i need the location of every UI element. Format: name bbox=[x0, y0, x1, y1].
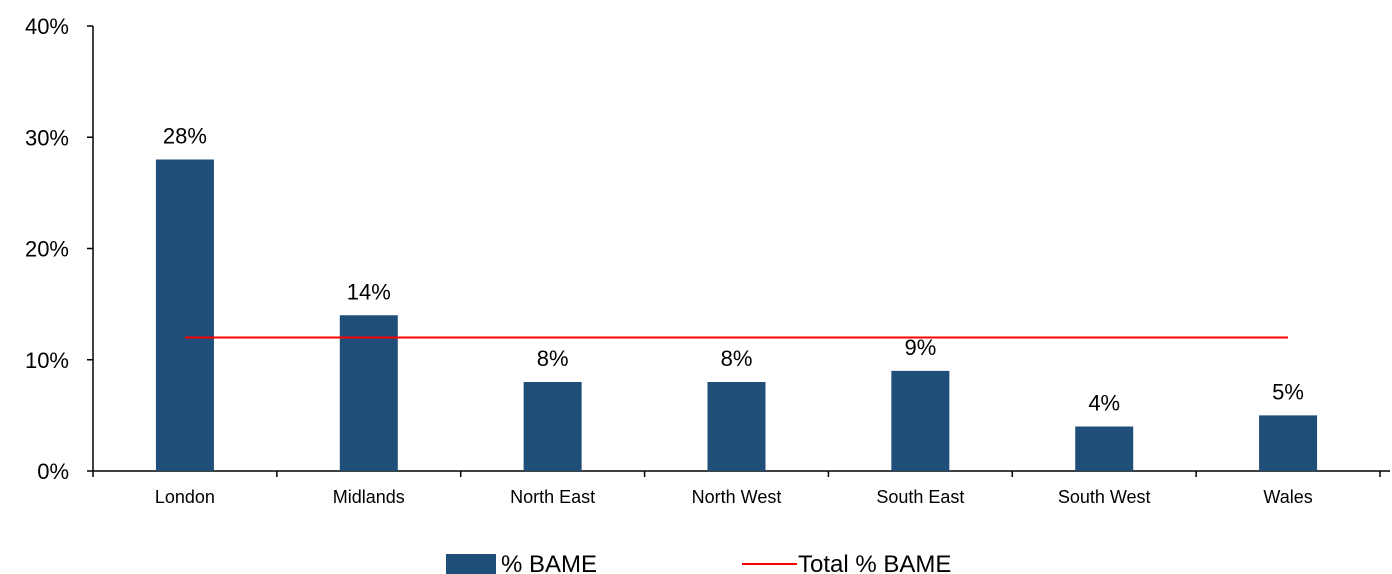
data-label: 8% bbox=[537, 346, 569, 371]
data-label: 4% bbox=[1088, 391, 1120, 416]
legend-label-bame: % BAME bbox=[501, 551, 597, 574]
y-tick-label: 10% bbox=[25, 348, 69, 373]
y-tick-label: 30% bbox=[25, 125, 69, 150]
x-tick-label: South West bbox=[1058, 487, 1151, 507]
x-tick-label: North West bbox=[692, 487, 782, 507]
x-tick-label: London bbox=[155, 487, 215, 507]
data-labels: 28% 14% 8% 8% 9% 4% 5% bbox=[163, 124, 1304, 416]
x-tick-label: North East bbox=[510, 487, 595, 507]
y-tick-label: 20% bbox=[25, 237, 69, 262]
bar bbox=[523, 382, 582, 471]
y-tick-label: 40% bbox=[25, 14, 69, 39]
data-label: 28% bbox=[163, 124, 207, 149]
x-tick-label: Midlands bbox=[333, 487, 405, 507]
data-label: 8% bbox=[721, 346, 753, 371]
bar bbox=[891, 370, 950, 471]
bar bbox=[339, 315, 398, 471]
legend-swatch-bame bbox=[446, 554, 496, 574]
legend: % BAME Total % BAME bbox=[446, 551, 951, 574]
bar bbox=[707, 382, 766, 471]
data-label: 14% bbox=[347, 279, 391, 304]
x-axis: London Midlands North East North West South … bbox=[92, 470, 1390, 507]
x-tick-label: Wales bbox=[1263, 487, 1312, 507]
bar bbox=[155, 159, 214, 471]
y-tick-label: 0% bbox=[37, 459, 69, 484]
y-axis: 0% 10% 20% 30% 40% bbox=[25, 14, 94, 484]
bar bbox=[1075, 426, 1134, 471]
bar-series bbox=[155, 159, 1318, 471]
legend-label-total: Total % BAME bbox=[798, 551, 951, 574]
data-label: 9% bbox=[904, 335, 936, 360]
data-label: 5% bbox=[1272, 379, 1304, 404]
x-tick-label: South East bbox=[876, 487, 964, 507]
bar bbox=[1259, 415, 1318, 471]
